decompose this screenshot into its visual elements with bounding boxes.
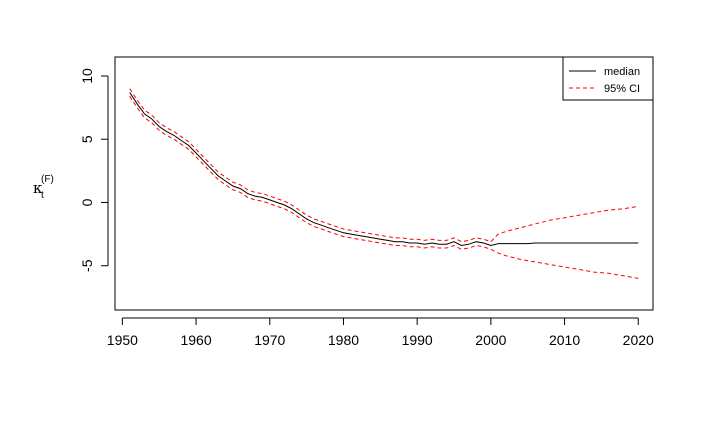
- series-layer: [129, 88, 639, 279]
- series-line-ci-upper: [129, 88, 639, 243]
- y-axis-title-subscript: t: [41, 190, 44, 201]
- y-axis-title: κ t (F): [33, 174, 54, 201]
- y-tick-label: 5: [79, 135, 95, 143]
- x-tick-label: 1980: [328, 332, 359, 348]
- series-line-ci-lower: [129, 95, 639, 279]
- legend-ci-label: 95% CI: [604, 83, 640, 95]
- series-line-median: [129, 92, 639, 247]
- x-tick-label: 1950: [107, 332, 138, 348]
- x-tick-label: 1970: [254, 332, 285, 348]
- x-tick-label: 2000: [475, 332, 506, 348]
- x-axis: 1950 1960 1970 1980 1990 2000 2010 2020: [107, 317, 654, 348]
- x-tick-label: 2010: [549, 332, 580, 348]
- y-tick-label: 10: [79, 68, 95, 84]
- y-tick-label: 0: [79, 198, 95, 206]
- x-tick-label: 1960: [180, 332, 211, 348]
- legend-median-label: median: [604, 66, 640, 78]
- x-tick-label: 2020: [623, 332, 654, 348]
- plot-frame: [114, 56, 654, 311]
- y-axis-title-symbol: κ: [33, 179, 43, 197]
- y-axis-title-superscript: (F): [41, 174, 54, 185]
- x-tick-label: 1990: [402, 332, 433, 348]
- legend: median 95% CI: [562, 56, 654, 101]
- y-axis: -5 0 5 10: [79, 68, 109, 272]
- legend-box: [562, 56, 654, 101]
- y-tick-label: -5: [79, 259, 95, 272]
